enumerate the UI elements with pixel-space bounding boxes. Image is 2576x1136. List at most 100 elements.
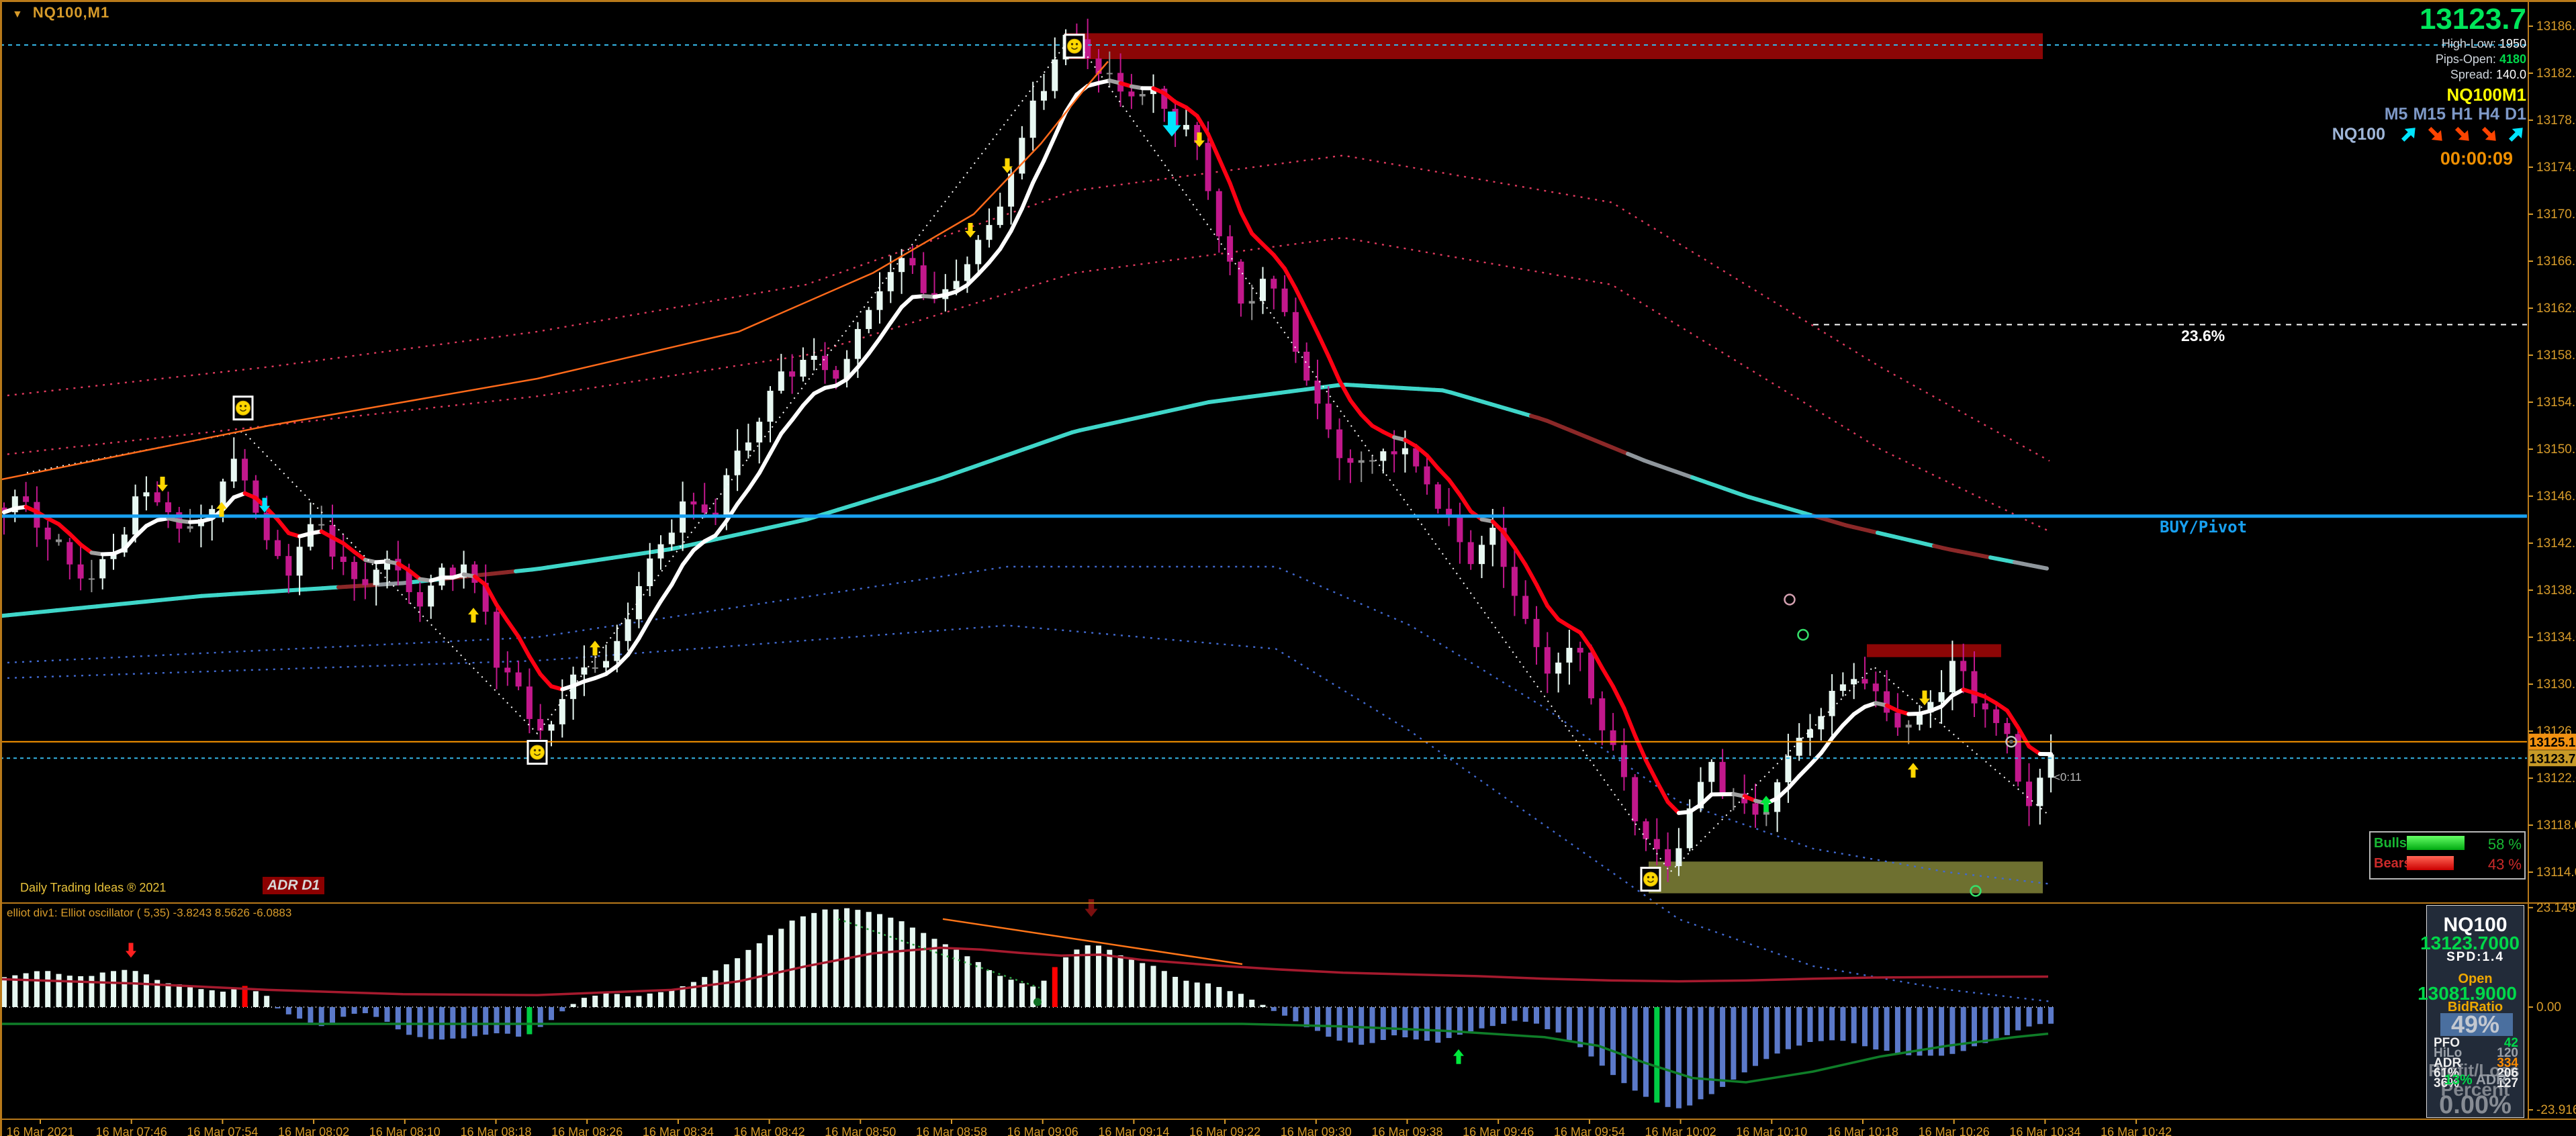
tab-m5[interactable]: M5 xyxy=(2384,105,2408,124)
candle-body xyxy=(1052,59,1058,91)
smiley-marker-icon xyxy=(1064,34,1085,59)
price-axis-label: 13138.0 xyxy=(2536,583,2576,598)
osc-bar xyxy=(877,914,882,1007)
candle-body xyxy=(1424,466,1430,485)
osc-bar xyxy=(1041,980,1047,1007)
tab-m15[interactable]: M15 xyxy=(2413,105,2446,124)
candle-body xyxy=(1884,691,1890,713)
osc-bar xyxy=(1906,1007,1912,1055)
channel-bands xyxy=(0,154,2050,1002)
osc-bar xyxy=(1282,1007,1288,1016)
candle-body xyxy=(428,585,434,607)
open-label: Open xyxy=(2458,972,2493,986)
high-low-value: 1950 xyxy=(2499,37,2526,50)
candle-body xyxy=(220,481,226,510)
m5-trend-arrow-icon[interactable] xyxy=(2399,124,2419,144)
osc-bar xyxy=(899,921,905,1007)
candle-body xyxy=(1029,100,1036,138)
candle-body xyxy=(723,475,730,517)
candle-body xyxy=(1,507,7,512)
price-axis-label: 13130.0 xyxy=(2536,677,2576,692)
osc-bar xyxy=(1643,1007,1649,1097)
sell-arrow-icon xyxy=(1085,899,1098,917)
candle-body xyxy=(603,661,609,668)
osc-bar xyxy=(340,1007,347,1017)
buy-pivot-label: BUY/Pivot xyxy=(2160,518,2248,536)
adr-percent-value: 13% xyxy=(2444,1072,2473,1088)
osc-bar xyxy=(1741,1007,1747,1073)
chevron-down-icon[interactable]: ▼ xyxy=(12,9,24,20)
osc-bar xyxy=(592,995,598,1007)
price-axis-label: 13134.0 xyxy=(2536,630,2576,645)
adr-value: 334 xyxy=(2497,1056,2518,1070)
time-axis-label: 16 Mar 07:46 xyxy=(96,1125,167,1136)
candle-body xyxy=(1643,821,1649,839)
osc-bar xyxy=(1960,1007,1966,1051)
candle-body xyxy=(494,612,500,668)
candle-body xyxy=(2026,782,2032,806)
time-axis-label: 16 Mar 09:38 xyxy=(1371,1125,1442,1136)
time-axis-label: 16 Mar 10:26 xyxy=(1919,1125,1990,1136)
osc-axis-label: -23.9165 xyxy=(2536,1103,2576,1117)
osc-bar xyxy=(1534,1007,1539,1024)
candle-body xyxy=(1719,761,1726,794)
h1-trend-arrow-icon[interactable] xyxy=(2452,124,2473,144)
candle-body xyxy=(854,329,861,359)
osc-bar xyxy=(12,975,18,1007)
candle-body xyxy=(471,564,478,583)
osc-bar xyxy=(1216,987,1222,1007)
tab-d1[interactable]: D1 xyxy=(2505,105,2526,124)
osc-axis-label: 23.1494 xyxy=(2536,901,2576,915)
candle-body xyxy=(1489,528,1496,545)
candle-body xyxy=(1380,451,1387,461)
osc-bar xyxy=(1818,1007,1824,1041)
tab-h4[interactable]: H4 xyxy=(2478,105,2500,124)
m15-trend-arrow-icon[interactable] xyxy=(2426,124,2446,144)
bulls-bar xyxy=(2407,836,2465,850)
smiley-marker-icon xyxy=(1640,867,1661,892)
tab-h1[interactable]: H1 xyxy=(2451,105,2473,124)
osc-bar xyxy=(373,1007,379,1017)
h4-trend-arrow-icon[interactable] xyxy=(2479,124,2499,144)
osc-bar xyxy=(132,971,138,1007)
osc-bar xyxy=(1774,1007,1780,1054)
osc-bar xyxy=(768,935,773,1007)
d1-trend-arrow-icon[interactable] xyxy=(2506,124,2526,144)
osc-bar xyxy=(1753,1007,1758,1066)
time-axis-label: 16 Mar 08:10 xyxy=(369,1125,441,1136)
osc-bar xyxy=(34,971,40,1007)
osc-bar xyxy=(789,920,795,1007)
time-axis-label: 16 Mar 08:34 xyxy=(643,1125,714,1136)
osc-bar xyxy=(2015,1007,2021,1031)
candles-layer xyxy=(1,18,2054,882)
candle-body xyxy=(1588,652,1594,699)
pips-open-label: Pips-Open: xyxy=(2435,52,2496,66)
candle-body xyxy=(1533,618,1540,647)
candle-body xyxy=(876,291,883,310)
candle-body xyxy=(614,641,620,661)
candle-body xyxy=(56,539,62,542)
candle-body xyxy=(351,561,358,579)
candle-body xyxy=(1511,567,1518,596)
candle-body xyxy=(1905,724,1912,728)
candle-body xyxy=(953,281,960,289)
candle-body xyxy=(318,524,325,526)
osc-bar xyxy=(1150,965,1156,1007)
osc-bar xyxy=(1424,1007,1430,1041)
osc-bar xyxy=(1545,1007,1551,1029)
candle-body xyxy=(1555,662,1562,674)
bulls-label: Bulls xyxy=(2374,836,2407,851)
bears-value: 43 % xyxy=(2487,856,2522,873)
time-axis-label: 16 Mar 08:42 xyxy=(734,1125,805,1136)
osc-bar xyxy=(1008,980,1014,1007)
time-axis-label: 16 Mar 08:58 xyxy=(916,1125,987,1136)
trend-arrow-row: NQ100 xyxy=(2332,124,2526,144)
candle-body xyxy=(296,547,303,576)
osc-bar xyxy=(1,977,7,1007)
candle-body xyxy=(1401,448,1408,455)
osc-bar xyxy=(1347,1007,1353,1043)
percent-value: 0.00% xyxy=(2439,1091,2512,1119)
candle-body xyxy=(66,542,73,565)
